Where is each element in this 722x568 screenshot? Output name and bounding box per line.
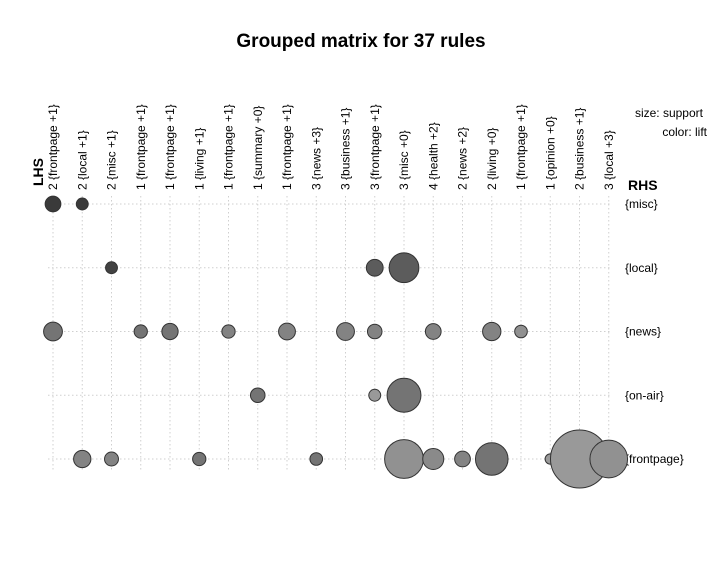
column-label: 2 {misc +1} [105,130,119,190]
rule-bubble [105,261,118,275]
rule-bubble [368,388,382,402]
rule-bubble [589,439,629,479]
bubbles [43,195,629,489]
rule-bubble [454,450,471,468]
column-labels: 2 {frontpage +1} 2 {local +1} 2 {misc +1} 1… [46,104,616,190]
rule-bubble [161,322,179,341]
column-label: 3 {local +3} [602,130,616,190]
column-label: 1 {frontpage +1} [280,104,294,190]
column-label: 1 {living +1} [192,128,206,190]
rule-bubble [384,439,424,479]
row-label: {news} [625,325,661,339]
rule-bubble [424,323,442,340]
row-labels: {misc} {local} {news} {on-air} {frontpage} [625,197,684,466]
rule-bubble [386,377,422,413]
column-label: 1 {summary +0} [251,106,265,190]
column-label: 3 {frontpage +1} [368,104,382,190]
column-label: 1 {frontpage +1} [134,104,148,190]
rule-bubble [192,451,207,467]
column-label: 2 {business +1} [573,108,587,190]
row-label: {frontpage} [625,452,684,466]
rule-bubble [309,452,324,466]
column-label: 3 {misc +0} [397,130,411,190]
rhs-axis-title: RHS [628,177,658,193]
rule-bubble [133,324,148,339]
legend-size-label: size: support [635,106,704,120]
column-label: 3 {news +3} [309,127,323,190]
rule-bubble [336,322,355,341]
rule-bubble [75,197,89,211]
column-label: 1 {frontpage +1} [514,104,528,190]
rule-bubble [422,447,445,471]
row-label: {on-air} [625,388,664,402]
column-label: 3 {business +1} [339,108,353,190]
rule-bubble [514,324,528,339]
rule-bubble [365,258,384,277]
column-label: 1 {frontpage +1} [163,104,177,190]
column-label: 2 {frontpage +1} [46,104,60,190]
chart-title: Grouped matrix for 37 rules [236,31,485,52]
rule-bubble [278,322,296,341]
column-label: 4 {health +2} [426,122,440,190]
column-label: 2 {local +1} [75,130,89,190]
row-label: {misc} [625,197,658,211]
rule-bubble [388,252,420,284]
column-label: 1 {opinion +0} [543,116,557,190]
row-label: {local} [625,261,658,275]
lhs-axis-title: LHS [30,158,46,186]
rule-bubble [474,442,509,476]
column-label: 1 {frontpage +1} [222,104,236,190]
column-label: 2 {news +2} [456,127,470,190]
rule-bubble [482,321,502,342]
legend-color-label: color: lift [662,125,707,139]
column-label: 2 {living +0} [485,128,499,190]
rule-bubble [104,451,119,467]
rule-bubble [221,324,236,339]
rule-bubble [249,387,266,404]
rule-bubble [73,449,92,469]
rule-bubble [44,195,62,213]
rule-bubble [43,321,63,342]
rule-bubble [366,323,383,340]
